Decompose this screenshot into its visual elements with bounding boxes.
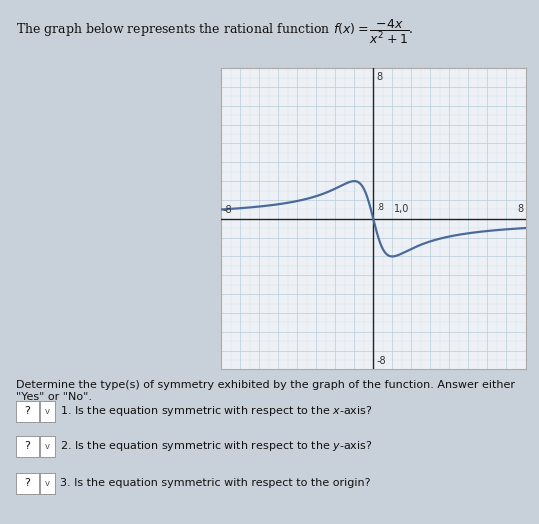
Text: -8: -8 bbox=[223, 205, 232, 215]
Text: 3. Is the equation symmetric with respect to the origin?: 3. Is the equation symmetric with respec… bbox=[60, 478, 371, 488]
Text: 2. Is the equation symmetric with respect to the $y$-axis?: 2. Is the equation symmetric with respec… bbox=[60, 440, 373, 453]
Text: v: v bbox=[45, 442, 50, 451]
Text: v: v bbox=[45, 407, 50, 416]
Text: 1. Is the equation symmetric with respect to the $x$-axis?: 1. Is the equation symmetric with respec… bbox=[60, 405, 373, 418]
Text: The graph below represents the rational function $f\left(x\right)=\dfrac{-4x}{x^: The graph below represents the rational … bbox=[16, 18, 413, 47]
Text: ?: ? bbox=[25, 478, 30, 488]
Text: 8: 8 bbox=[376, 72, 382, 82]
Text: ?: ? bbox=[25, 441, 30, 452]
Text: 8: 8 bbox=[517, 204, 523, 214]
Text: v: v bbox=[45, 478, 50, 488]
Text: Determine the type(s) of symmetry exhibited by the graph of the function. Answer: Determine the type(s) of symmetry exhibi… bbox=[16, 380, 515, 401]
Text: ?: ? bbox=[25, 406, 30, 417]
Text: -8: -8 bbox=[376, 356, 386, 366]
Text: 1,0: 1,0 bbox=[394, 204, 410, 214]
Text: .8: .8 bbox=[376, 203, 384, 212]
